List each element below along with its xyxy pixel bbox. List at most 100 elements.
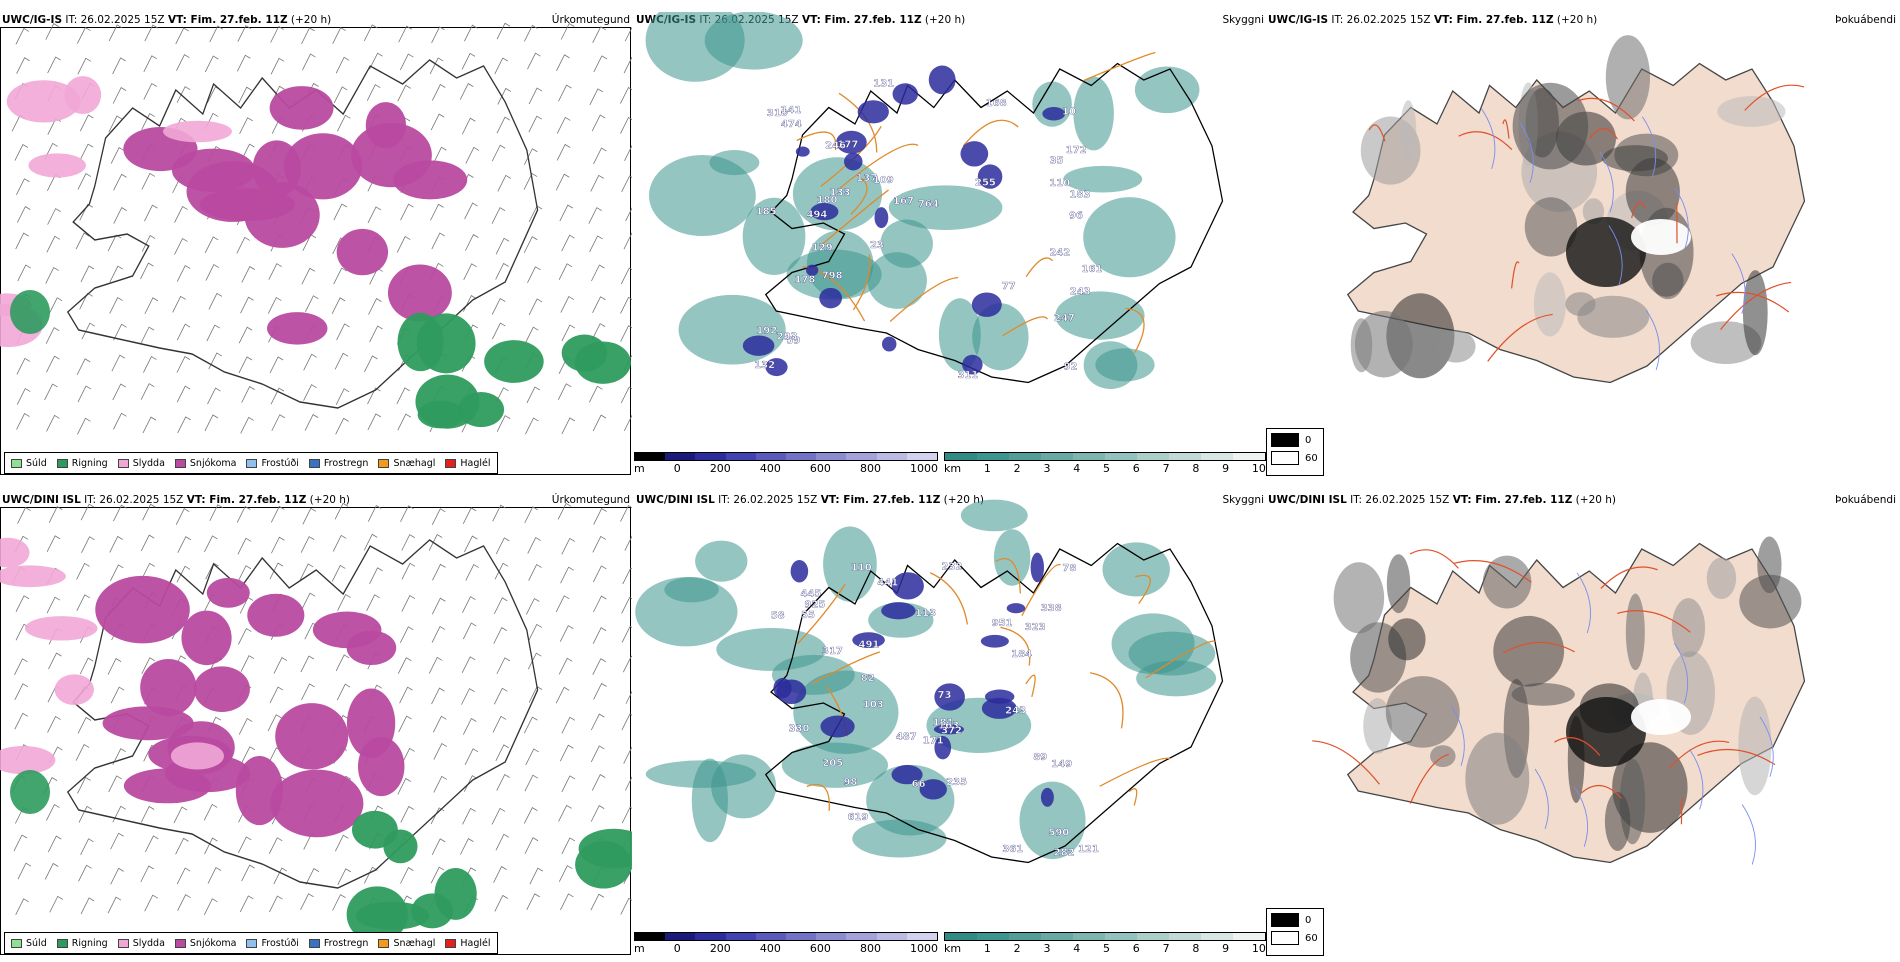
sleet-area [163,121,232,143]
colorbar-bin [1041,933,1073,940]
wind-barb [78,58,91,74]
colorbar-tick: 200 [710,462,731,475]
ceiling-value-label: 192 [756,325,777,336]
colorbar-tick: 2 [1014,942,1021,955]
wind-barb [46,268,59,284]
colorbar-bin [1009,453,1041,460]
wind-barb [556,596,569,612]
colorbar-bin [846,453,876,460]
rain-area [10,290,50,334]
wind-barb [399,716,412,732]
colorbar-tick: 800 [860,942,881,955]
wind-barb [45,384,58,400]
wind-barb [144,205,157,221]
wind-barb [369,299,382,315]
wind-barb [591,714,604,730]
sleet-area [55,674,94,705]
ceiling-value-label: 109 [873,175,894,186]
fog-shade [1707,558,1736,600]
visibility-area [961,500,1028,532]
wind-barb [524,717,537,733]
wind-barb [268,298,281,314]
ceiling-value-label: 243 [1070,287,1091,298]
wind-barb [626,688,632,704]
wind-barb [48,836,61,852]
legend-item: Rigning [57,458,108,469]
wind-barb [559,658,572,674]
wind-barb [460,84,473,100]
rain-area [10,770,50,814]
snow-area [347,689,395,759]
wind-barb [492,299,505,315]
wind-barb [78,777,91,793]
wind-barb [498,88,511,104]
road-line [1026,258,1052,277]
legend-label: Frostúði [261,938,298,949]
wind-barb [367,85,380,101]
rain-area [417,313,476,373]
wind-barb [402,535,415,551]
legend-item: Frostregn [309,938,369,949]
ceiling-value-label: 121 [1078,844,1099,855]
wind-barb [16,899,29,915]
colorbar-tick: 4 [1073,462,1080,475]
legend-swatch [175,459,186,468]
wind-barb [305,415,318,431]
wind-barb [493,505,506,521]
ceiling-area [960,141,988,166]
wind-barb [81,839,94,855]
ceiling-area [874,207,888,228]
colorbar-tick: 6 [1133,942,1140,955]
wind-barb [526,749,539,765]
wind-barb [621,326,632,342]
wind-barb [46,356,59,372]
wind-barb [50,896,63,912]
fog-shade [1400,100,1416,164]
wind-barb [432,509,445,525]
colorbar-tick: 1000 [910,942,938,955]
wind-barb [621,898,632,914]
colorbar-tick: 9 [1222,942,1229,955]
wind-barb [271,537,284,553]
ceiling-area [1031,553,1044,583]
wind-barb [242,865,255,881]
wind-barb [145,298,158,314]
wind-barb [433,716,446,732]
wind-barb [209,293,222,309]
wind-barb [77,563,90,579]
wind-barb [303,508,316,524]
ceiling-value-label: 58 [771,611,785,622]
fog-shade [1386,676,1460,748]
wind-barb [466,147,479,163]
colorbar-bin [635,933,665,940]
wind-barb [238,566,251,582]
wind-barb [620,118,632,134]
wind-barb [562,418,575,434]
wind-barb [178,895,191,911]
wind-barb [337,115,350,131]
legend-item: Snjókoma [175,938,237,949]
wind-barb [560,626,573,642]
ceiling-map: 5918577167961772431101803104942421321411… [634,12,1268,482]
ceiling-value-label: 171 [923,735,944,746]
visibility-area [1128,632,1215,676]
wind-barb [82,537,95,553]
ceiling-value-label: 55 [801,610,815,621]
sleet-area [7,80,81,122]
wind-barb [462,657,475,673]
visibility-area [1135,66,1200,113]
ceiling-value-label: 183 [1069,190,1090,201]
colorbar-bin [1201,453,1233,460]
wind-barb [143,417,156,433]
wind-barb [526,599,539,615]
wind-barb [495,58,508,74]
wind-barb [141,384,154,400]
wind-barb [620,506,632,522]
ceiling-area [820,715,854,737]
wind-barb [593,659,606,675]
wind-barb [205,237,218,253]
colorbar-bin [816,453,846,460]
